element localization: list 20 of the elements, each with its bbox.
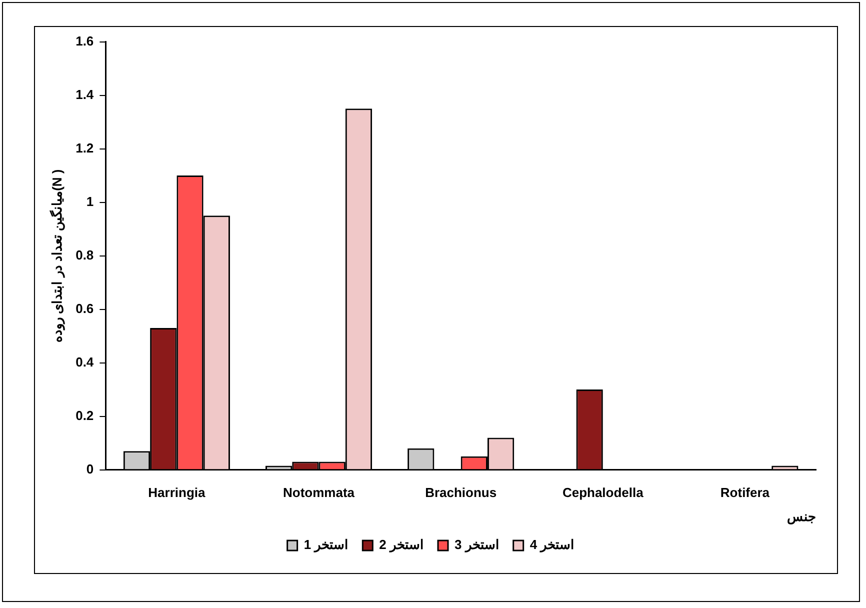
x-tick-label: Notommata bbox=[283, 485, 356, 500]
x-axis-title: جنس bbox=[787, 508, 816, 525]
x-tick-label: Harringia bbox=[148, 485, 206, 500]
y-tick-label: 1.6 bbox=[76, 33, 94, 48]
x-tick-label: Rotifera bbox=[720, 485, 770, 500]
y-tick-label: 0.6 bbox=[76, 300, 94, 316]
y-tick-label: 0.4 bbox=[76, 354, 94, 370]
y-tick-label: 0.8 bbox=[76, 247, 94, 262]
y-tick-label: 1.2 bbox=[76, 140, 94, 156]
y-tick-label: 1.4 bbox=[76, 86, 94, 102]
y-axis-title: میانگین تعداد در ابتدای روده(N ) bbox=[48, 169, 66, 342]
x-tick-label: Cephalodella bbox=[562, 485, 644, 500]
y-tick-label: 0 bbox=[86, 461, 94, 476]
y-tick-label: 0.2 bbox=[76, 408, 94, 423]
legend-label: استخر 1 bbox=[304, 537, 349, 554]
legend-label: استخر 2 bbox=[379, 537, 424, 554]
x-tick-label: Brachionus bbox=[425, 485, 497, 500]
y-tick-label: 1 bbox=[86, 194, 94, 209]
legend-label: استخر 3 bbox=[454, 537, 500, 554]
legend-label: استخر 4 bbox=[530, 537, 575, 554]
